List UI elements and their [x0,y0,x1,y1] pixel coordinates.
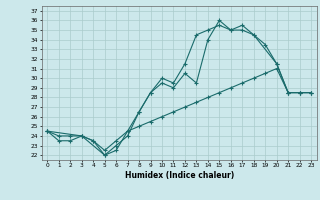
X-axis label: Humidex (Indice chaleur): Humidex (Indice chaleur) [124,171,234,180]
